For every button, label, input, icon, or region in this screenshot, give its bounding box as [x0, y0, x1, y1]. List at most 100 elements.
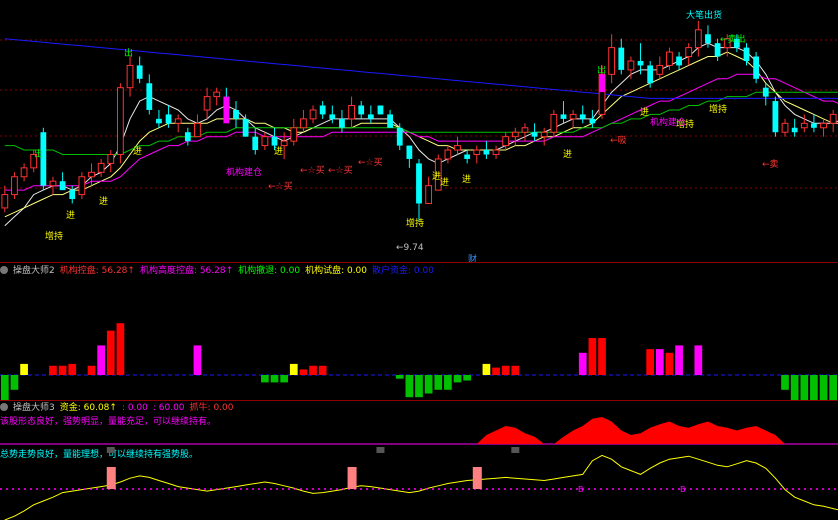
candle-body — [136, 65, 143, 79]
annotation-label: 增持 — [406, 219, 425, 229]
volume-bar — [299, 369, 308, 375]
annotation-label: ←卖 — [762, 160, 779, 170]
panel3-note-1: 该股形态良好，强势明显，量能充足，可以继续持有。 — [0, 417, 217, 427]
candle-body — [1, 194, 9, 209]
red-area — [0, 417, 838, 444]
candle-body — [309, 109, 317, 120]
ma-line-3 — [4, 73, 838, 191]
candle-body — [800, 122, 808, 129]
volume-bar — [20, 363, 28, 375]
panel3-gear-icon[interactable] — [0, 403, 8, 411]
panel-separator — [0, 262, 838, 263]
candle-body — [618, 47, 625, 70]
candle-body — [203, 96, 211, 111]
candle-body — [511, 131, 519, 138]
candle-body — [627, 60, 635, 71]
volume-bar — [453, 375, 462, 383]
panel3-note-2: 总势走势良好，量能理想，可以继续持有强势股。 — [0, 450, 199, 460]
volume-bar — [318, 365, 327, 375]
annotation-label: 机构建仓 — [226, 168, 263, 178]
candle-body — [811, 123, 817, 128]
candle-body — [117, 87, 124, 155]
candle-body — [454, 145, 461, 151]
volume-bar — [482, 363, 491, 375]
volume-bar — [511, 365, 520, 375]
volume-bar — [68, 363, 77, 375]
candle-body — [723, 38, 731, 49]
volume-bar — [309, 365, 317, 375]
volume-bar — [588, 338, 597, 375]
volume-bar — [10, 375, 19, 390]
annotation-label: ←☆买 — [268, 182, 293, 192]
candle-body — [165, 114, 172, 124]
volume-bar — [463, 375, 472, 381]
panel3-value-3: : 60.00 — [152, 403, 185, 413]
volume-bar — [598, 338, 606, 375]
panel2-value-2: 机构高度控盘: 56.28↑ — [139, 266, 234, 276]
signal-candle — [223, 96, 230, 124]
panel2-gear-icon[interactable] — [0, 266, 8, 274]
panel2-value-3: 机构撤退: 0.00 — [238, 266, 301, 276]
candle-body — [540, 131, 548, 138]
annotation-label: 增持 — [45, 232, 64, 242]
annotation-label: 进 — [440, 178, 450, 188]
candle-body — [20, 167, 28, 178]
ma-line-2 — [4, 51, 838, 218]
candle-body — [329, 114, 336, 119]
volume-bar — [261, 375, 269, 383]
panel3-value-1: 资金: 60.08↑ — [59, 403, 117, 413]
panel3-title: 操盘大师3 — [13, 403, 55, 413]
candle-body — [608, 47, 616, 75]
grey-marker — [376, 447, 385, 453]
candle-body — [714, 43, 721, 57]
candle-body — [502, 136, 510, 147]
candle-body — [358, 105, 365, 115]
annotation-label: ←☆买 — [328, 166, 353, 176]
volume-bar — [395, 375, 404, 379]
annotation-label: 进 — [99, 197, 109, 207]
volume-bar — [58, 365, 67, 375]
annotation-label: 进 — [274, 147, 284, 157]
volume-bar — [810, 375, 818, 400]
candle-body — [743, 47, 750, 61]
candle-body — [59, 181, 66, 191]
volume-bar — [415, 375, 423, 398]
annotation-label: 增持 — [709, 105, 728, 115]
volume-bar — [675, 345, 683, 375]
ma-line-5 — [4, 38, 838, 99]
volume-bar — [819, 375, 828, 400]
volume-bar — [49, 365, 57, 375]
candle-body — [339, 118, 345, 128]
signal-candle — [599, 74, 605, 93]
volume-bar — [655, 349, 664, 375]
candle-body — [184, 132, 191, 142]
candle-body — [637, 60, 644, 66]
volume-bar — [97, 345, 105, 375]
volume-bar — [193, 345, 202, 375]
candle-body — [772, 101, 779, 133]
panel2-bar-chart[interactable] — [0, 280, 838, 400]
candle-body — [78, 176, 86, 196]
annotation-label: 进 — [432, 172, 442, 182]
annotation-label: 进 — [66, 211, 76, 221]
annotation-label: 机构建仓 — [650, 118, 687, 128]
annotation-label: 进 — [462, 175, 472, 185]
candle-body — [434, 158, 442, 191]
volume-bar — [790, 375, 799, 400]
annotation-label: 出 — [597, 66, 607, 76]
volume-bar — [0, 375, 9, 400]
volume-bar — [646, 349, 655, 375]
candle-body — [521, 127, 529, 133]
volume-bar — [492, 367, 500, 375]
main-price-chart[interactable] — [0, 0, 838, 260]
candle-body — [666, 51, 673, 66]
candle-body — [685, 47, 693, 58]
candle-body — [425, 185, 433, 204]
b-mark: B — [680, 485, 686, 494]
candle-body — [194, 122, 201, 138]
b-mark: B — [578, 485, 584, 494]
panel2-title-bar: 操盘大师2 机构控盘: 56.28↑ 机构高度控盘: 56.28↑ 机构撤退: 0.0… — [0, 265, 444, 277]
ma-line-1 — [4, 42, 838, 227]
